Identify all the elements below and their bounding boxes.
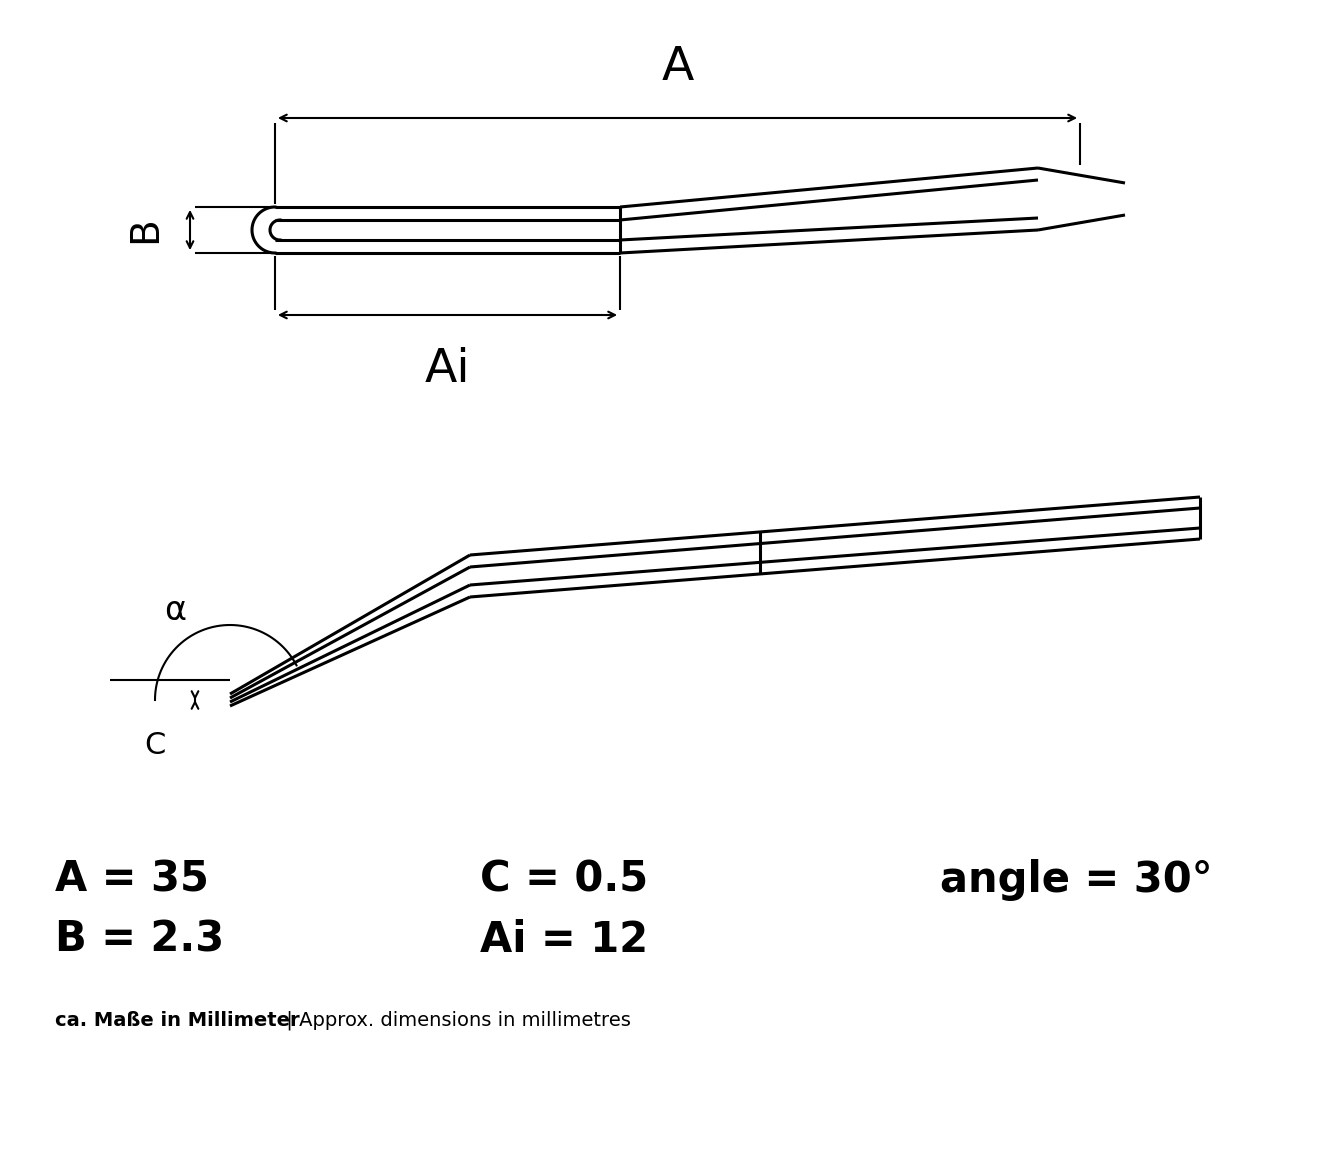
Text: B: B — [126, 216, 163, 243]
Text: | Approx. dimensions in millimetres: | Approx. dimensions in millimetres — [280, 1010, 631, 1030]
Text: ca. Maße in Millimeter: ca. Maße in Millimeter — [55, 1010, 300, 1030]
Text: angle = 30°: angle = 30° — [939, 859, 1213, 901]
Text: Ai: Ai — [425, 347, 470, 393]
Text: A = 35: A = 35 — [55, 859, 209, 901]
Text: B = 2.3: B = 2.3 — [55, 919, 224, 961]
Text: A: A — [662, 46, 694, 90]
Text: α: α — [163, 594, 186, 627]
Text: Ai = 12: Ai = 12 — [480, 919, 649, 961]
Text: C = 0.5: C = 0.5 — [480, 859, 649, 901]
Text: C: C — [145, 731, 166, 760]
